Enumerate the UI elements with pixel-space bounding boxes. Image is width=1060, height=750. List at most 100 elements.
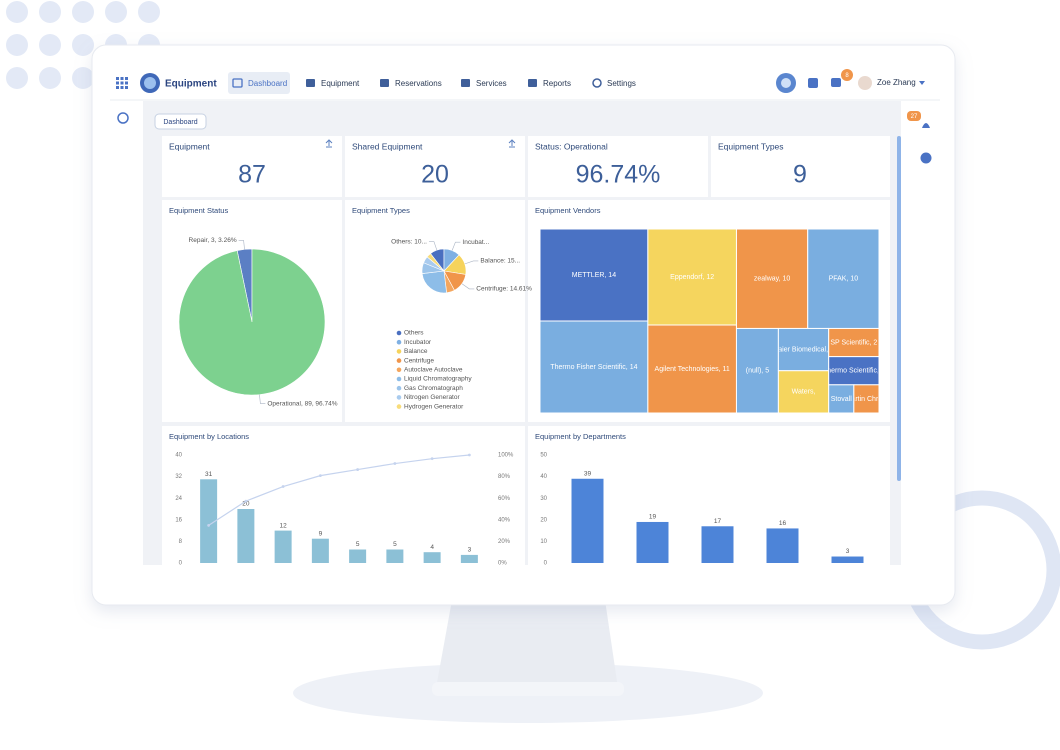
data-label: Others: 10... bbox=[391, 238, 427, 245]
bar bbox=[636, 521, 669, 563]
treemap-label: Thermo Fisher Scientific, 14 bbox=[550, 364, 637, 371]
bar bbox=[349, 549, 367, 563]
treemap-cell bbox=[828, 356, 880, 386]
data-label: 20 bbox=[242, 501, 250, 508]
legend-swatch bbox=[396, 404, 402, 409]
bar bbox=[701, 526, 734, 563]
left-sidebar bbox=[110, 101, 139, 565]
kpi-label: Equipment Types bbox=[718, 141, 784, 151]
treemap-cell bbox=[777, 327, 830, 372]
legend-label: Centrifuge bbox=[404, 357, 434, 364]
data-label: 12 bbox=[280, 522, 288, 529]
nav-item[interactable]: Reports bbox=[543, 79, 571, 88]
treemap-label: PFAK, 10 bbox=[829, 276, 859, 283]
export-icon[interactable] bbox=[325, 139, 333, 148]
treemap-cell bbox=[807, 228, 880, 329]
kpi-value: 87 bbox=[238, 161, 266, 189]
y-tick-label: 8 bbox=[179, 539, 183, 545]
apps-icon[interactable] bbox=[116, 77, 128, 89]
nav-item[interactable]: Equipment bbox=[321, 79, 360, 88]
kpi-card bbox=[345, 136, 525, 197]
data-label: 19 bbox=[649, 514, 657, 521]
nav-item[interactable]: Reservations bbox=[395, 79, 442, 88]
kpi-label: Equipment bbox=[169, 141, 210, 151]
label-leader bbox=[461, 283, 475, 290]
y-tick-label: 16 bbox=[175, 517, 182, 523]
data-label: 39 bbox=[584, 470, 592, 477]
treemap-label: Waters, bbox=[792, 389, 816, 396]
nav-item[interactable]: Settings bbox=[607, 79, 636, 88]
legend-label: Nitrogen Generator bbox=[404, 394, 460, 401]
user-avatar[interactable] bbox=[858, 76, 872, 90]
side-badge bbox=[907, 111, 921, 121]
y-tick-label: 50 bbox=[540, 453, 547, 459]
org-avatar-inner bbox=[781, 78, 791, 88]
data-label: 3 bbox=[846, 548, 850, 555]
y-tick-label: 0 bbox=[544, 561, 548, 567]
pie-slice bbox=[178, 248, 326, 396]
y2-tick-label: 60% bbox=[498, 496, 511, 502]
badge bbox=[841, 69, 853, 81]
label-leader bbox=[464, 260, 479, 265]
y2-tick-label: 100% bbox=[498, 453, 514, 459]
data-label: Incubat... bbox=[462, 239, 489, 246]
y2-tick-label: 20% bbox=[498, 539, 511, 545]
y-tick-label: 20 bbox=[540, 517, 547, 523]
nav-icon bbox=[528, 79, 537, 87]
messages-icon[interactable] bbox=[831, 78, 841, 87]
nav-icon bbox=[306, 79, 315, 87]
breadcrumb[interactable]: Dashboard bbox=[163, 119, 197, 126]
treemap-label: (null), 5 bbox=[746, 368, 769, 375]
nav-item[interactable]: Services bbox=[476, 79, 507, 88]
legend-label: Incubator bbox=[404, 339, 432, 346]
label-leader bbox=[451, 241, 461, 251]
treemap-cell bbox=[647, 228, 737, 326]
user-name[interactable]: Zoe Zhang bbox=[877, 78, 916, 87]
data-label: 31 bbox=[205, 471, 213, 478]
nav-icon bbox=[592, 78, 602, 88]
treemap-label: zealway, 10 bbox=[754, 276, 791, 283]
chart-panel bbox=[345, 200, 525, 422]
monitor-base bbox=[432, 682, 624, 696]
nav-item[interactable]: Dashboard bbox=[248, 79, 287, 88]
treemap-cell bbox=[647, 324, 737, 414]
sidebar-icon[interactable] bbox=[117, 112, 129, 124]
data-label: 3 bbox=[468, 547, 472, 554]
pie-slice bbox=[426, 253, 445, 272]
data-label: Centrifuge: 14.61% bbox=[476, 286, 532, 293]
chart-title: Equipment Types bbox=[352, 206, 410, 215]
help-icon[interactable] bbox=[920, 152, 932, 164]
monitor-stand bbox=[436, 600, 618, 688]
kpi-label: Shared Equipment bbox=[352, 141, 423, 151]
y-tick-label: 32 bbox=[175, 474, 182, 480]
pie-slice bbox=[421, 270, 447, 294]
charts: Repair, 3, 3.26% Operational, 89, 96.74% O… bbox=[175, 228, 880, 567]
line-point bbox=[281, 485, 285, 488]
line-point bbox=[318, 474, 322, 478]
treemap-label: Stovall bbox=[831, 396, 852, 403]
bar bbox=[831, 556, 864, 563]
treemap-label: Haier Biomedical, 3 bbox=[773, 346, 834, 353]
legend-swatch bbox=[396, 385, 402, 391]
bar bbox=[237, 509, 255, 563]
bar bbox=[274, 530, 292, 563]
side-badge-count: 27 bbox=[911, 114, 918, 120]
scrollbar[interactable] bbox=[897, 136, 901, 481]
line-point bbox=[467, 453, 471, 457]
user-caret[interactable] bbox=[919, 81, 925, 85]
export-icon[interactable] bbox=[508, 139, 516, 148]
breadcrumb-tab[interactable] bbox=[154, 113, 207, 130]
y-tick-label: 10 bbox=[540, 539, 547, 545]
bell-icon[interactable] bbox=[922, 123, 930, 128]
y-tick-label: 40 bbox=[540, 474, 547, 480]
data-label: 16 bbox=[779, 520, 787, 527]
kpi-card bbox=[162, 136, 342, 197]
badge-count: 8 bbox=[845, 73, 849, 79]
data-label: Balance: 15... bbox=[480, 258, 520, 265]
treemap-cell bbox=[735, 327, 779, 414]
data-label: 9 bbox=[319, 530, 323, 537]
chart-title: Equipment by Locations bbox=[169, 432, 249, 441]
calendar-icon[interactable] bbox=[808, 78, 818, 88]
legend-label: Hydrogen Generator bbox=[404, 403, 464, 410]
chart-title: Equipment Vendors bbox=[535, 206, 601, 215]
